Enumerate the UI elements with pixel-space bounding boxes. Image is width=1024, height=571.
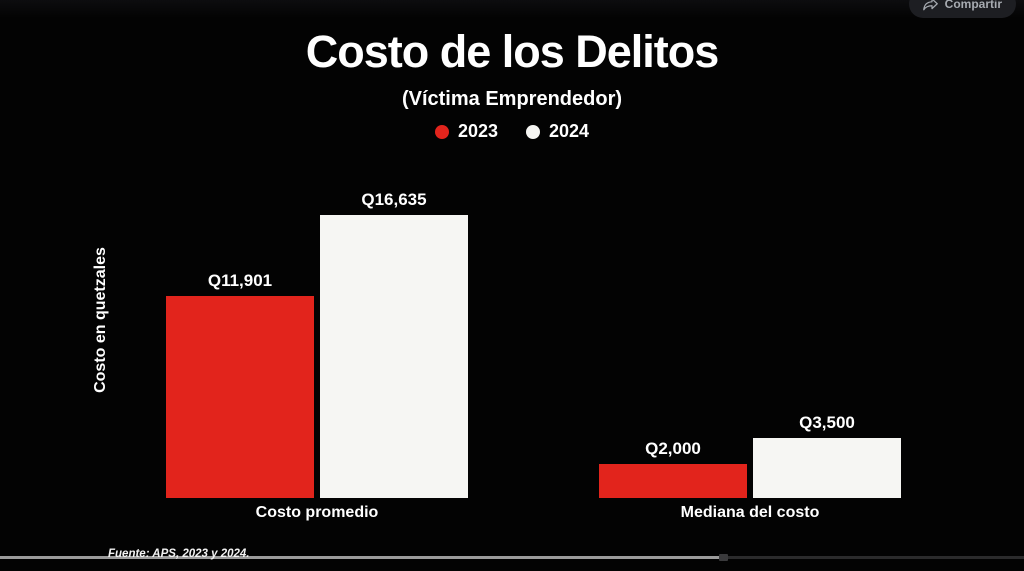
bar-value-label: Q11,901 [207,271,273,290]
legend-dot [434,124,449,139]
bar-group: Q2,000 Q3,500 Mediana del costo [599,413,901,521]
bar-2023 [166,296,314,498]
legend-dot [526,124,540,139]
source-note: Fuente: APS, 2023 y 2024. [108,548,250,560]
bar-2023 [599,464,747,498]
bar-group: Q11,901 Q16,635 Costo promedio [166,190,468,521]
share-button[interactable]: Compartir [908,0,1016,18]
bar-value-label: Q3,500 [799,413,855,432]
bar-2024 [753,438,901,498]
bar-2024 [320,215,468,498]
legend-label: 2024 [549,121,590,141]
share-button-label: Compartir [944,0,1002,11]
legend-item: 2023 [434,121,498,142]
legend-item: 2024 [526,121,589,142]
category-label: Mediana del costo [680,504,820,521]
player-progress-bar[interactable] [0,554,1024,561]
share-icon [922,0,938,10]
bar-value-label: Q2,000 [645,439,701,458]
player-progress-fill [0,556,720,559]
category-label: Costo promedio [255,504,379,521]
bar-cell: Q2,000 [599,439,747,498]
bar-cell: Q3,500 [753,413,901,498]
chart-subtitle: (Víctima Emprendedor) [401,88,623,110]
chart-legend: 2023 2024 [0,121,1024,142]
bar-cell: Q16,635 [320,190,468,498]
bar-cell: Q11,901 [166,271,314,498]
player-progress-handle[interactable] [718,554,728,561]
chart-title: Costo de los Delitos [305,26,720,77]
legend-label: 2023 [457,121,498,141]
bar-value-label: Q16,635 [361,190,427,209]
